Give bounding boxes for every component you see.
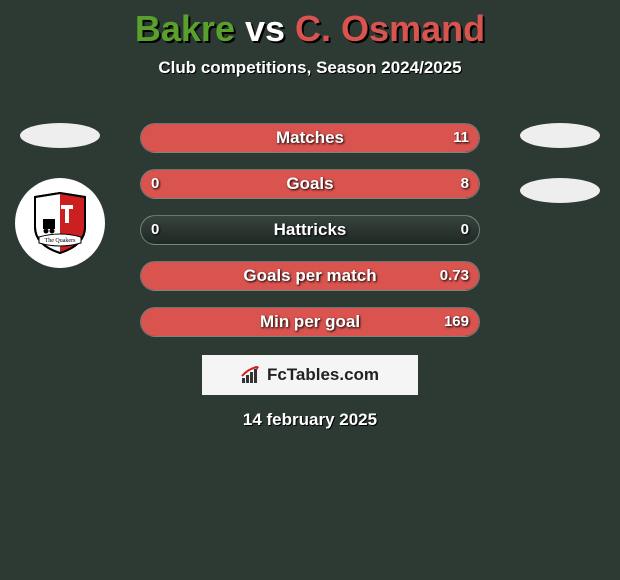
stat-row: Goals0 8 (140, 169, 480, 199)
stat-row: Matches11 (140, 123, 480, 153)
stat-value-right: 0 (461, 216, 469, 244)
stat-value-left: 0 (151, 216, 159, 244)
date-text: 14 february 2025 (0, 410, 620, 430)
svg-text:The Quakers: The Quakers (45, 238, 76, 244)
stat-label: Goals per match (141, 262, 479, 290)
stat-label: Goals (141, 170, 479, 198)
stat-label: Hattricks (141, 216, 479, 244)
stat-label: Matches (141, 124, 479, 152)
stat-value-left: 0 (151, 170, 159, 198)
stat-label: Min per goal (141, 308, 479, 336)
player1-avatar (20, 123, 100, 148)
stat-row: Hattricks0 0 (140, 215, 480, 245)
chart-bars-icon (241, 366, 263, 384)
subtitle: Club competitions, Season 2024/2025 (0, 58, 620, 78)
player2-club-logo (520, 178, 600, 203)
stat-value-right: 8 (461, 170, 469, 198)
player2-name: C. Osmand (295, 8, 485, 49)
brand-box[interactable]: FcTables.com (202, 355, 418, 395)
shield-icon: The Quakers (31, 191, 89, 255)
player1-club-logo: The Quakers (15, 178, 105, 268)
stat-row: Min per goal169 (140, 307, 480, 337)
stat-row: Goals per match0.73 (140, 261, 480, 291)
player1-name: Bakre (135, 8, 235, 49)
stat-value-right: 169 (444, 308, 469, 336)
vs-text: vs (245, 8, 285, 49)
page-title: Bakre vs C. Osmand (0, 0, 620, 50)
brand-text: FcTables.com (267, 365, 379, 385)
stats-bars: Matches11Goals08Hattricks00Goals per mat… (140, 123, 480, 353)
player2-avatar (520, 123, 600, 148)
stat-value-right: 0.73 (440, 262, 469, 290)
stat-value-right: 11 (453, 124, 469, 152)
